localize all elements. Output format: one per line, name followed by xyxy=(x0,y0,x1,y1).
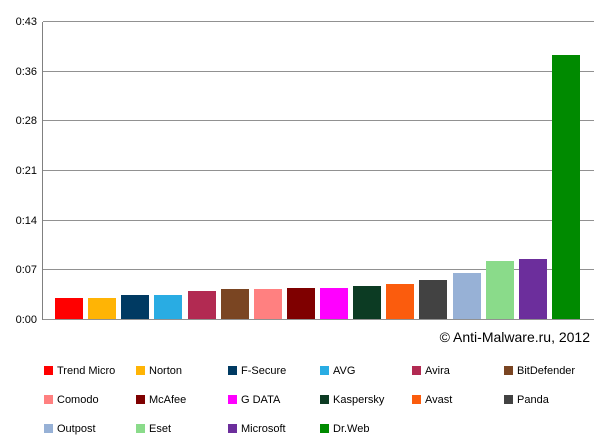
legend-label: G DATA xyxy=(241,394,281,406)
gridline xyxy=(43,71,594,72)
y-tick-label: 0:00 xyxy=(15,314,37,326)
legend-swatch-bitdefender xyxy=(504,366,513,375)
gridline xyxy=(43,220,594,221)
legend-label: McAfee xyxy=(149,394,187,406)
legend-swatch-microsoft xyxy=(228,424,237,433)
y-tick-label: 0:14 xyxy=(15,215,37,227)
gridline xyxy=(43,170,594,171)
legend-item-kaspersky: Kaspersky xyxy=(320,391,412,407)
y-tick-label: 0:21 xyxy=(15,165,37,177)
legend-swatch-comodo xyxy=(44,395,53,404)
plot-area xyxy=(42,21,594,320)
gridline xyxy=(43,319,594,320)
bar-comodo xyxy=(253,289,282,319)
legend-item-bitdefender: BitDefender xyxy=(504,362,596,378)
legend-swatch-g-data xyxy=(228,395,237,404)
legend-label: Trend Micro xyxy=(57,365,116,377)
legend-swatch-dr-web xyxy=(320,424,329,433)
legend-item-comodo: Comodo xyxy=(44,391,136,407)
legend-swatch-panda xyxy=(504,395,513,404)
legend-item-outpost: Outpost xyxy=(44,420,136,436)
bar-eset xyxy=(485,261,514,319)
bar-mcafee xyxy=(286,288,315,319)
bar-avast xyxy=(386,284,415,319)
y-tick-label: 0:28 xyxy=(15,115,37,127)
gridline xyxy=(43,21,594,22)
legend-label: F-Secure xyxy=(241,365,287,377)
legend-swatch-norton xyxy=(136,366,145,375)
bar-avira xyxy=(187,291,216,319)
legend-label: Eset xyxy=(149,423,172,435)
gridline xyxy=(43,120,594,121)
legend-swatch-avira xyxy=(412,366,421,375)
legend-item-eset: Eset xyxy=(136,420,228,436)
legend-label: Microsoft xyxy=(241,423,286,435)
legend-label: AVG xyxy=(333,365,356,377)
legend-item-avast: Avast xyxy=(412,391,504,407)
legend-label: Avast xyxy=(425,394,453,406)
watermark-text: © Anti-Malware.ru, 2012 xyxy=(439,329,590,345)
legend-swatch-outpost xyxy=(44,424,53,433)
bar-avg xyxy=(154,295,183,319)
legend-item-avg: AVG xyxy=(320,362,412,378)
legend-item-dr-web: Dr.Web xyxy=(320,420,412,436)
legend-item-microsoft: Microsoft xyxy=(228,420,320,436)
y-tick-label: 0:36 xyxy=(15,66,37,78)
y-tick-label: 0:43 xyxy=(15,16,37,28)
legend-swatch-eset xyxy=(136,424,145,433)
legend-swatch-kaspersky xyxy=(320,395,329,404)
legend-swatch-avast xyxy=(412,395,421,404)
legend-swatch-avg xyxy=(320,366,329,375)
bar-kaspersky xyxy=(353,286,382,319)
legend-label: Panda xyxy=(517,394,549,406)
legend: Trend Micro Norton F-Secure AVG Avira BitDefe… xyxy=(44,362,600,439)
bar-panda xyxy=(419,280,448,319)
legend-label: Norton xyxy=(149,365,183,377)
legend-item-g-data: G DATA xyxy=(228,391,320,407)
legend-item-trend-micro: Trend Micro xyxy=(44,362,136,378)
legend-label: Outpost xyxy=(57,423,96,435)
legend-label: BitDefender xyxy=(517,365,576,377)
legend-label: Dr.Web xyxy=(333,423,370,435)
y-tick-label: 0:07 xyxy=(15,264,37,276)
legend-swatch-trend-micro xyxy=(44,366,53,375)
bar-bitdefender xyxy=(220,289,249,319)
legend-swatch-f-secure xyxy=(228,366,237,375)
legend-item-f-secure: F-Secure xyxy=(228,362,320,378)
bar-outpost xyxy=(452,273,481,319)
legend-item-avira: Avira xyxy=(412,362,504,378)
legend-label: Comodo xyxy=(57,394,99,406)
bar-trend-micro xyxy=(55,298,83,319)
bars xyxy=(55,22,580,319)
bar-f-secure xyxy=(121,295,150,319)
legend-item-panda: Panda xyxy=(504,391,596,407)
legend-item-norton: Norton xyxy=(136,362,228,378)
legend-label: Avira xyxy=(425,365,450,377)
bar-g-data xyxy=(320,288,348,319)
bar-dr-web xyxy=(551,55,580,319)
legend-swatch-mcafee xyxy=(136,395,145,404)
bar-microsoft xyxy=(518,259,547,319)
bar-norton xyxy=(88,298,117,319)
legend-item-mcafee: McAfee xyxy=(136,391,228,407)
gridline xyxy=(43,269,594,270)
legend-label: Kaspersky xyxy=(333,394,385,406)
